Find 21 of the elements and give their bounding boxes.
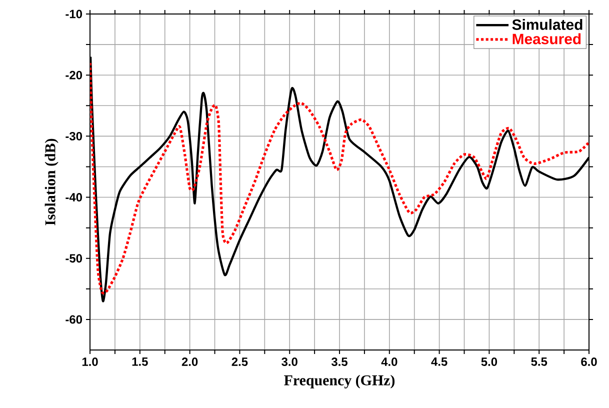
y-tick-label: -30 [66, 132, 82, 140]
y-tick-label: -20 [66, 70, 82, 80]
x-tick-label: 3.5 [331, 358, 348, 366]
x-tick-label: 5.0 [481, 358, 498, 366]
x-tick-label: 6.0 [581, 358, 597, 366]
x-axis-title: Frequency (GHz) [284, 374, 395, 388]
legend-label: Measured [512, 33, 581, 44]
x-tick-label: 4.5 [431, 358, 448, 366]
x-tick-label: 5.5 [531, 358, 548, 366]
x-tick-label: 1.0 [82, 358, 98, 366]
x-tick-label: 2.0 [182, 358, 198, 366]
x-tick-label: 4.0 [381, 358, 398, 366]
y-tick-label: -40 [66, 193, 82, 202]
x-tick-label: 2.5 [232, 358, 248, 366]
x-tick-label: 3.0 [282, 358, 298, 366]
y-tick-label: -50 [66, 254, 82, 263]
y-tick-label: -60 [66, 315, 82, 324]
legend-label: Simulated [512, 18, 582, 30]
y-axis-title: Isolation (dB) [44, 138, 58, 226]
y-tick-label: -10 [66, 10, 82, 18]
x-tick-label: 1.5 [132, 358, 148, 366]
